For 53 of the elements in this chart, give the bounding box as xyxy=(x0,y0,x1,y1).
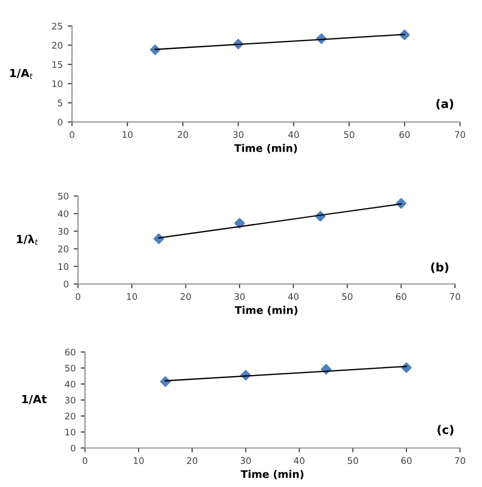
x-tick-label: 0 xyxy=(76,293,80,300)
y-tick-label: 30 xyxy=(58,228,68,235)
y-tick-label: 0 xyxy=(58,118,62,126)
annotation: (a) xyxy=(436,99,454,110)
y-tick-label: 50 xyxy=(65,364,76,372)
x-tick-label: 40 xyxy=(288,293,299,300)
y-tick-label: 20 xyxy=(52,42,62,49)
y-tick-label: 60 xyxy=(65,348,76,356)
x-tick-label: 40 xyxy=(294,457,304,464)
y-tick-label: 10 xyxy=(65,428,76,436)
x-tick-label: 10 xyxy=(134,457,144,464)
x-axis-title: Time (min) xyxy=(240,470,304,480)
y-axis-title: 1/A$_{t}$ xyxy=(10,68,33,79)
y-tick-label: 25 xyxy=(52,22,62,30)
y-tick-label: 20 xyxy=(58,246,68,252)
y-tick-label: 40 xyxy=(64,380,76,388)
y-tick-label: 0 xyxy=(64,280,68,288)
y-tick-label: 15 xyxy=(52,61,62,68)
y-axis-title: 1/λ$_{t}$ xyxy=(17,234,38,245)
x-tick-label: 50 xyxy=(344,131,354,138)
x-tick-label: 10 xyxy=(127,293,137,300)
point xyxy=(234,218,245,229)
x-tick-label: 30 xyxy=(240,457,251,464)
point xyxy=(401,362,412,373)
x-axis-title: Time (min) xyxy=(234,144,297,154)
x-tick-label: 10 xyxy=(122,131,133,138)
x-tick-label: 20 xyxy=(178,131,188,138)
annotation: (b) xyxy=(431,262,448,273)
x-tick-label: 20 xyxy=(187,457,198,464)
x-tick-label: 50 xyxy=(348,457,358,464)
x-tick-label: 20 xyxy=(180,293,191,300)
annotation: (c) xyxy=(438,425,454,436)
x-tick-label: 0 xyxy=(82,457,88,464)
x-tick-label: 60 xyxy=(401,457,412,464)
y-tick-label: 5 xyxy=(58,100,62,106)
y-tick-label: 40 xyxy=(58,210,68,218)
y-tick-label: 0 xyxy=(70,444,76,452)
y-tick-label: 10 xyxy=(52,80,62,88)
x-tick-label: 60 xyxy=(396,293,406,300)
x-tick-label: 40 xyxy=(288,131,299,138)
y-tick-label: 30 xyxy=(65,396,76,404)
x-tick-label: 50 xyxy=(342,293,352,300)
y-tick-label: 10 xyxy=(58,263,68,270)
x-tick-label: 70 xyxy=(454,457,466,464)
x-tick-label: 70 xyxy=(450,293,460,300)
x-axis-title: Time (min) xyxy=(234,306,298,316)
x-tick-label: 70 xyxy=(454,131,466,138)
x-tick-label: 30 xyxy=(234,293,245,300)
y-axis-title: 1/At xyxy=(22,394,47,404)
x-tick-label: 60 xyxy=(399,131,410,138)
y-tick-label: 50 xyxy=(58,192,68,200)
y-tick-label: 20 xyxy=(65,412,76,420)
x-tick-label: 30 xyxy=(233,131,244,138)
